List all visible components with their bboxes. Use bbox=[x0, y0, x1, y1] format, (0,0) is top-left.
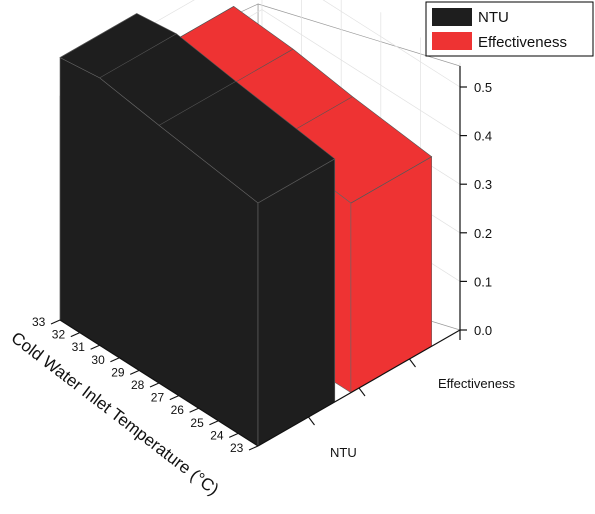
depth-tick bbox=[308, 416, 315, 426]
x-tick bbox=[189, 407, 199, 413]
x-tick-label: 26 bbox=[171, 403, 185, 417]
x-tick-label: 24 bbox=[210, 428, 224, 442]
legend-label-ntu: NTU bbox=[478, 9, 509, 26]
depth-axis: NTU Effectiveness bbox=[257, 329, 516, 460]
depth-tick bbox=[358, 387, 366, 397]
depth-tick bbox=[409, 358, 416, 368]
z-tick-label: 0.3 bbox=[474, 177, 492, 192]
depth-label-ntu: NTU bbox=[330, 445, 357, 460]
x-tick bbox=[228, 432, 239, 438]
x-axis: 33 32 31 30 29 28 27 26 25 24 23 bbox=[32, 315, 259, 455]
grid-line-z bbox=[261, 9, 461, 136]
z-axis: 0.0 0.1 0.2 0.3 0.4 0.5 bbox=[459, 66, 492, 340]
x-tick-label: 25 bbox=[190, 416, 204, 430]
x-tick-label: 32 bbox=[52, 328, 66, 342]
x-tick-label: 28 bbox=[131, 378, 145, 392]
series-ridge bbox=[158, 81, 236, 126]
x-tick bbox=[149, 382, 160, 388]
legend-label-effectiveness: Effectiveness bbox=[478, 34, 567, 51]
x-tick bbox=[70, 332, 81, 338]
series-ntu bbox=[59, 13, 336, 447]
series-end-cap bbox=[257, 158, 336, 447]
x-tick bbox=[110, 357, 120, 363]
z-tick-label: 0.2 bbox=[474, 226, 492, 241]
x-tick bbox=[129, 369, 140, 375]
x-tick-label: 30 bbox=[91, 353, 105, 367]
x-tick bbox=[50, 319, 61, 325]
series-ridge bbox=[99, 33, 177, 79]
legend-swatch-effectiveness bbox=[432, 32, 472, 50]
series-ridge bbox=[257, 158, 335, 204]
x-tick-label: 23 bbox=[230, 441, 244, 455]
legend: NTU Effectiveness bbox=[425, 1, 594, 57]
z-tick-label: 0.1 bbox=[474, 274, 492, 289]
x-tick bbox=[169, 395, 180, 401]
x-tick bbox=[209, 420, 219, 426]
series-ridge bbox=[59, 13, 137, 58]
series-ridge bbox=[350, 156, 432, 204]
x-tick-label: 29 bbox=[111, 365, 125, 379]
z-tick-label: 0.5 bbox=[474, 80, 492, 95]
x-tick-label: 33 bbox=[32, 315, 46, 329]
x-tick bbox=[90, 344, 100, 350]
grid-line-z bbox=[322, 0, 461, 88]
x-tick bbox=[248, 445, 259, 451]
depth-label-effectiveness: Effectiveness bbox=[438, 376, 516, 391]
legend-swatch-ntu bbox=[432, 8, 472, 26]
x-tick-label: 27 bbox=[151, 391, 165, 405]
z-tick-label: 0.0 bbox=[474, 323, 492, 338]
z-tick-label: 0.4 bbox=[474, 129, 492, 144]
x-tick-label: 31 bbox=[72, 340, 86, 354]
